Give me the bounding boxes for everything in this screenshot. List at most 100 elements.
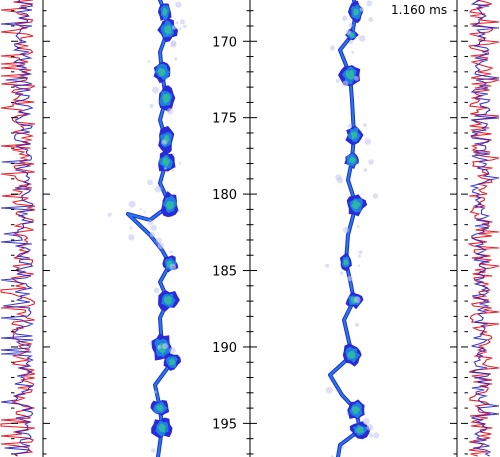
haze-speck (354, 322, 360, 327)
haze-speck (364, 138, 372, 145)
haze-speck (169, 263, 177, 270)
haze-speck (147, 179, 153, 186)
blob-core (348, 156, 356, 164)
haze-speck (362, 417, 370, 425)
haze-speck (346, 412, 349, 415)
haze-speck (366, 0, 373, 7)
haze-speck (349, 40, 353, 45)
blob-core (162, 157, 170, 167)
haze-speck (347, 275, 353, 282)
haze-speck (342, 80, 349, 87)
haze-speck (179, 19, 185, 25)
haze-speck (359, 7, 365, 12)
blob-core (343, 259, 349, 266)
profile-blue-trace (0, 0, 35, 457)
blob-core (351, 406, 360, 415)
haze-speck (152, 86, 159, 94)
y-tick-label: 170 (212, 35, 237, 50)
haze-speck (363, 168, 368, 172)
y-tick-label: 190 (212, 341, 237, 356)
y-tick-label: 175 (212, 112, 237, 127)
haze-speck (157, 345, 162, 350)
haze-speck (157, 242, 165, 249)
haze-speck (144, 211, 146, 214)
haze-speck (354, 296, 361, 304)
filament-core (329, 0, 361, 457)
haze-speck (325, 386, 333, 394)
haze-speck (177, 209, 181, 213)
haze-speck (162, 343, 168, 350)
right-profile-panel (467, 0, 500, 457)
haze-speck (153, 287, 160, 294)
haze-speck (354, 76, 359, 81)
blob-core (156, 404, 164, 412)
haze-speck (351, 50, 355, 54)
haze-speck (340, 271, 344, 275)
haze-speck (175, 21, 179, 25)
haze-speck (128, 234, 135, 241)
left-profile-panel (0, 0, 36, 457)
blob-core (355, 426, 365, 434)
haze-speck (128, 200, 136, 208)
haze-speck (178, 162, 181, 165)
haze-speck (368, 159, 374, 165)
haze-speck (366, 424, 374, 431)
haze-speck (357, 264, 361, 267)
haze-speck (373, 432, 380, 439)
blob-core (165, 200, 174, 210)
time-label: 1.160 ms (391, 3, 447, 17)
haze-speck (348, 123, 352, 128)
haze-speck (175, 1, 182, 8)
blob-core (163, 24, 172, 36)
haze-speck (139, 207, 142, 211)
haze-speck (129, 226, 133, 230)
left-image-panel (107, 0, 187, 457)
haze-speck (335, 78, 340, 83)
haze-speck (171, 169, 174, 172)
blob-core (351, 200, 361, 210)
haze-speck (343, 227, 349, 233)
blob-core (345, 70, 355, 80)
haze-speck (147, 60, 150, 63)
haze-speck (171, 25, 177, 30)
blob-core (350, 131, 358, 140)
haze-speck (368, 17, 374, 23)
haze-speck (358, 250, 363, 255)
haze-speck (169, 347, 176, 354)
haze-speck (150, 224, 157, 231)
profile-red-trace (0, 0, 36, 457)
blob-core (162, 7, 168, 17)
haze-speck (183, 24, 187, 29)
haze-speck (161, 139, 167, 145)
haze-speck (155, 237, 162, 244)
haze-speck (149, 342, 152, 345)
axes: 170 175 180 185 190 195 (11, 0, 468, 457)
blob-core (347, 350, 356, 359)
y-tick-label: 180 (212, 188, 237, 203)
blob-core (163, 295, 173, 305)
haze-speck (151, 448, 156, 453)
haze-speck (363, 123, 367, 127)
haze-speck (342, 15, 348, 22)
haze-speck (325, 263, 330, 268)
blob-core (161, 93, 171, 104)
haze-speck (341, 446, 345, 449)
haze-speck (358, 35, 366, 42)
haze-speck (336, 177, 344, 184)
haze-speck (369, 433, 374, 438)
haze-speck (174, 57, 178, 61)
haze-speck (356, 225, 360, 229)
haze-speck (153, 390, 157, 394)
haze-speck (357, 254, 361, 258)
haze-speck (169, 250, 173, 254)
haze-speck (372, 193, 379, 199)
y-tick-label: 185 (212, 265, 237, 280)
profile-blue-trace (469, 0, 500, 457)
y-tick-label: 195 (212, 417, 237, 432)
blob-core (168, 358, 176, 366)
haze-speck (345, 29, 351, 35)
haze-speck (164, 167, 167, 170)
haze-speck (107, 212, 112, 217)
haze-speck (148, 220, 153, 226)
haze-speck (179, 27, 182, 31)
